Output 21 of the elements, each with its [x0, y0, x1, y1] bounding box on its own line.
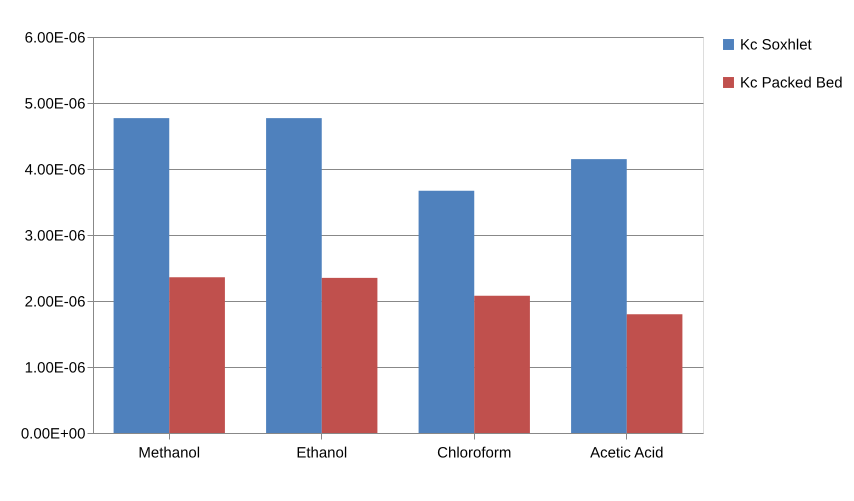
y-tick-label: 1.00E-06	[24, 360, 86, 376]
legend-label: Kc Soxhlet	[740, 36, 813, 54]
legend-label: Kc Packed Bed	[740, 74, 843, 92]
bar	[322, 278, 378, 433]
bar	[114, 118, 170, 433]
x-tick-label: Chloroform	[437, 444, 512, 462]
bar	[474, 296, 530, 433]
x-tick-label: Methanol	[138, 444, 200, 462]
y-tick-label: 4.00E-06	[24, 162, 86, 178]
y-tick-label: 0.00E+00	[20, 426, 86, 442]
y-tick-label: 5.00E-06	[24, 96, 86, 112]
y-tick-label: 2.00E-06	[24, 294, 86, 310]
bar	[266, 118, 322, 433]
bar	[169, 277, 225, 433]
x-tick-label: Acetic Acid	[590, 444, 664, 462]
y-tick-label: 3.00E-06	[24, 228, 86, 244]
bar	[626, 314, 682, 433]
bar	[571, 159, 627, 433]
x-tick-label: Ethanol	[296, 444, 348, 462]
bar	[418, 190, 474, 433]
y-tick-label: 6.00E-06	[24, 30, 86, 46]
